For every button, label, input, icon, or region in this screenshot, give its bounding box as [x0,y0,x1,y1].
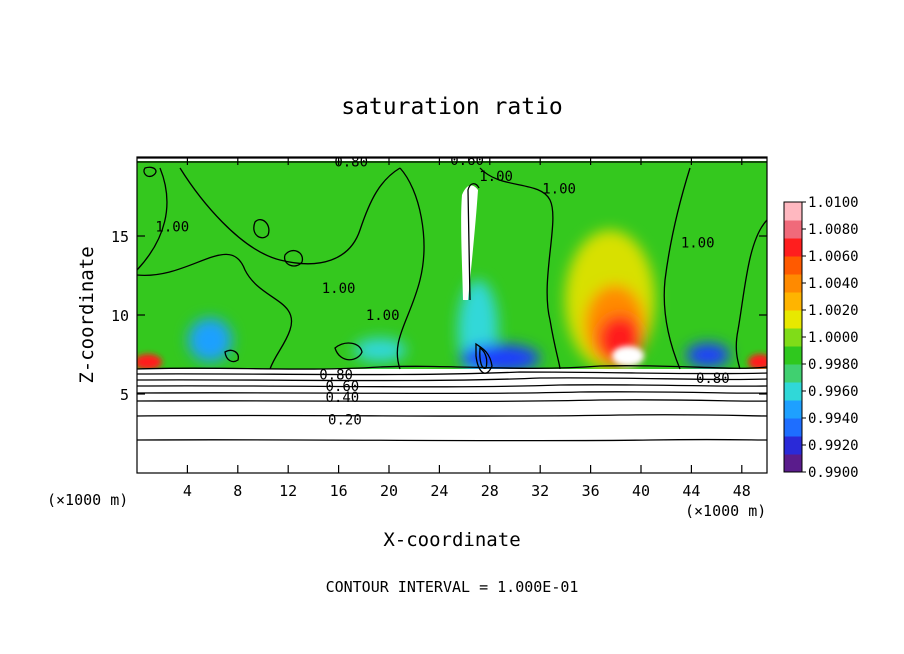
contour-line [137,414,767,417]
contour-label: 1.00 [322,281,356,297]
contour-label: 1.00 [681,235,715,251]
plot-area: 0.80 0.601.001.001.001.001.001.000.800.60… [137,153,767,473]
field-blue-base-right [686,343,730,367]
contour-label: 1.00 [155,220,189,236]
colorbar-label: 1.0060 [808,249,859,265]
contour-label: 0.20 [328,412,362,428]
colorbar-label: 1.0040 [808,276,859,292]
x-tick-label: 36 [582,482,600,500]
x-tick-label: 48 [733,482,751,500]
colorbar-label: 1.0020 [808,303,859,319]
colorbar-swatch [784,238,802,257]
colorbar-swatch [784,346,802,365]
field-cyan-mid [354,338,406,362]
contour-line [137,438,767,442]
contour-line [283,249,304,267]
contour-line [334,342,363,361]
contour-lines [137,157,767,442]
x-tick-label: 12 [279,482,297,500]
colorbar-swatch [784,400,802,419]
x-tick-label: 28 [481,482,499,500]
colorbar-swatch [784,256,802,275]
x-tick-label: 20 [380,482,398,500]
contour-label: 0.60 [326,379,360,395]
contour-label: 0.80 [319,367,353,383]
colorbar-label: 0.9920 [808,438,859,454]
colorbar-label: 1.0080 [808,222,859,238]
contour-line [467,183,480,301]
contour-line [396,167,425,370]
contour-label: 0.80 [334,155,368,171]
field-red-edge-left [137,354,162,370]
contour-line [143,166,157,178]
field-dry-layer [137,369,767,473]
colorbar: 1.0100 1.0080 1.0060 1.0040 1.0020 1.0000 0.99… [783,195,859,481]
colorbar-label: 1.0100 [808,195,859,211]
x-tick-label: 16 [330,482,348,500]
x-axis-label: X-coordinate [383,529,520,551]
contour-label: 0.60 [450,153,484,169]
contour-line [663,167,691,370]
y-tick-label: 5 [120,386,129,404]
colorbar-swatch [784,310,802,329]
contour-line [224,349,239,363]
contour-line [475,342,493,374]
contour-label: 0.40 [326,390,360,406]
field-cyan-left [188,318,232,362]
contour-label: 1.00 [366,308,400,324]
y-axis-label: Z-coordinate [76,246,98,383]
contour-interval-note: CONTOUR INTERVAL = 1.000E-01 [326,578,579,596]
contour-line [137,391,767,395]
colorbar-swatch [784,364,802,383]
contour-label: 1.00 [542,182,576,198]
field-red-edge-right [748,354,767,370]
contour-line [479,346,488,369]
field-white-bulge [612,346,644,366]
contour-line [179,167,401,265]
colorbar-swatch [784,274,802,293]
saturation-field [137,161,767,473]
x-unit-left: (×1000 m) [47,491,128,509]
contour-line [253,219,270,239]
x-tick-label: 32 [531,482,549,500]
x-tick-label: 40 [632,482,650,500]
colorbar-label: 0.9940 [808,411,859,427]
contour-line [479,167,561,370]
y-tick-label: 15 [111,228,129,246]
contour-line [137,377,767,382]
colorbar-swatch [784,382,802,401]
x-tick-label: 4 [183,482,192,500]
contour-line [137,384,767,388]
contour-line [735,219,767,370]
contour-line [137,364,767,370]
colorbar-swatch [784,292,802,311]
x-axis: 4 8 12 16 20 24 28 32 36 40 44 48 [183,157,751,500]
colorbar-swatch [784,202,802,221]
contour-label: 1.00 [479,169,513,185]
y-axis: 5 10 15 [111,228,767,404]
colorbar-label: 0.9980 [808,357,859,373]
contour-line [137,167,293,370]
x-tick-label: 44 [682,482,700,500]
contour-labels: 0.80 0.601.001.001.001.001.001.000.800.60… [155,153,730,428]
colorbar-swatch [784,436,802,455]
colorbar-swatch [784,454,802,473]
colorbar-label: 0.9960 [808,384,859,400]
colorbar-swatch [784,418,802,437]
contour-line [137,371,767,376]
x-unit-right: (×1000 m) [685,502,766,520]
contour-label: 0.80 [696,371,730,387]
y-tick-label: 10 [111,307,129,325]
colorbar-swatch [784,328,802,347]
colorbar-label: 1.0000 [808,330,859,346]
x-tick-label: 8 [233,482,242,500]
chart-title: saturation ratio [341,94,563,120]
x-tick-label: 24 [430,482,448,500]
contour-line [137,399,767,403]
colorbar-swatch [784,220,802,239]
colorbar-label: 0.9900 [808,465,859,481]
